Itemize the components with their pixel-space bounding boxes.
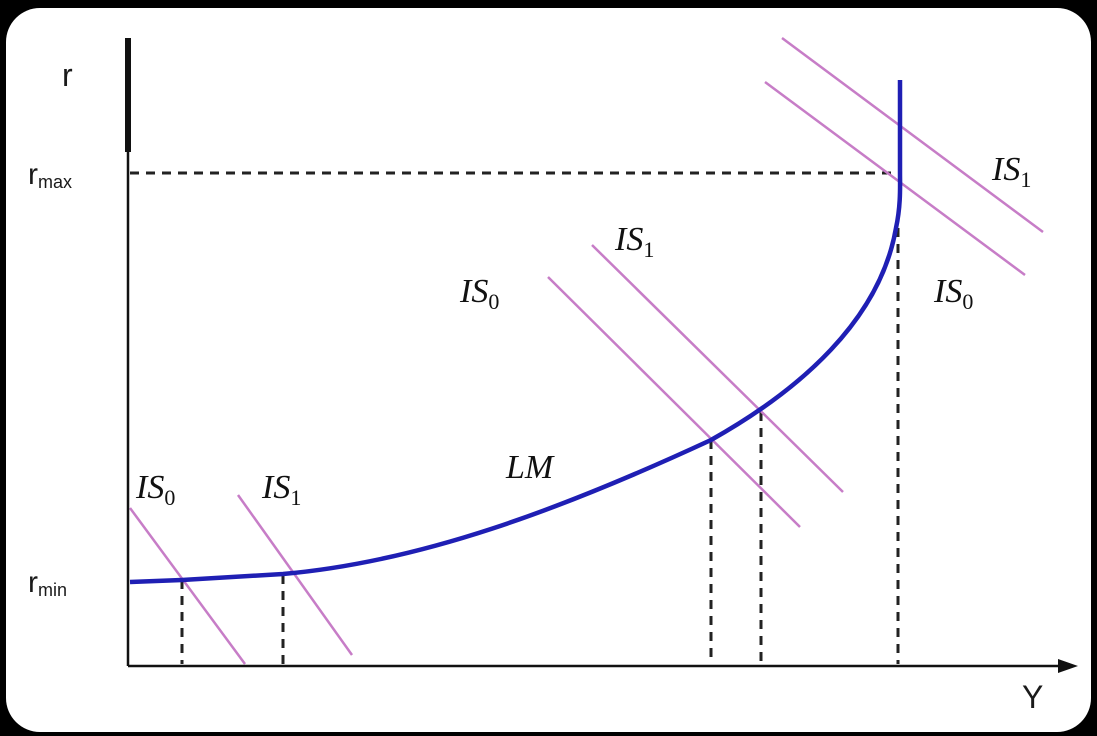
rmax-label: rmax — [28, 158, 72, 192]
is1-mid-line — [591, 244, 844, 493]
rmin-label: rmin — [28, 566, 67, 600]
is1-high-line — [781, 36, 1044, 234]
is-curves — [128, 36, 1044, 665]
is0-high-line — [764, 80, 1026, 277]
is1-high-label: IS1 — [991, 151, 1031, 192]
x-axis-arrow — [1058, 659, 1078, 673]
rmin-base: r — [28, 566, 38, 599]
lm-label: LM — [505, 449, 555, 486]
rmin-sub: min — [38, 580, 67, 600]
is0-mid-label: IS0 — [459, 273, 499, 314]
lm-curve — [129, 80, 903, 585]
is0-low-line — [128, 507, 247, 665]
rmax-base: r — [28, 158, 38, 191]
diagram-card: r Y rmax rmin LM IS0 IS1 IS0 IS1 IS0 IS1 — [6, 8, 1091, 732]
is0-low-label: IS0 — [135, 469, 175, 510]
y-axis-label: r — [62, 57, 73, 93]
rmax-sub: max — [38, 172, 72, 192]
lm-is-diagram: r Y rmax rmin LM IS0 IS1 IS0 IS1 IS0 IS1 — [28, 36, 1078, 715]
is1-mid-label: IS1 — [614, 221, 654, 262]
is0-mid-line — [547, 276, 801, 528]
is1-low-label: IS1 — [261, 469, 301, 510]
axes — [125, 38, 1078, 673]
guide-lines — [130, 171, 900, 664]
x-axis-label: Y — [1022, 679, 1043, 715]
is0-high-label: IS0 — [933, 273, 973, 314]
